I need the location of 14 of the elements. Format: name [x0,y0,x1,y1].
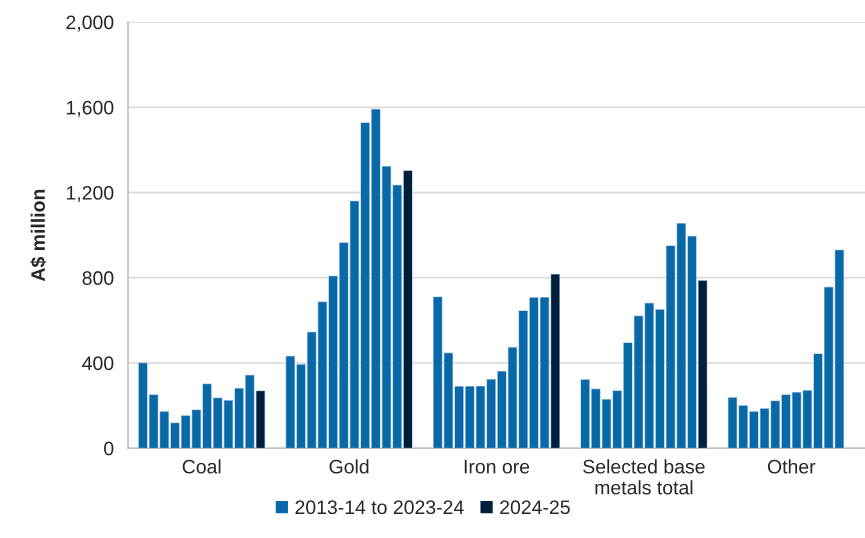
x-tick-label: Selected base metals total [583,459,705,494]
x-tick-label: Other [768,459,816,474]
x-tick-label: Gold [330,459,368,474]
y-tick-label: 800 [82,271,114,285]
y-tick-label: 0 [104,442,114,456]
y-tick-label: 2,000 [66,16,114,32]
legend-label: 2013-14 to 2023-24 [295,500,464,514]
x-tick-label: Iron ore [464,460,530,474]
x-tick-label: Coal [182,459,220,474]
y-axis-title: A$ million [30,190,46,282]
y-tick-label: 1,200 [66,186,114,202]
y-tick-label: 1,600 [66,100,114,117]
legend-label: 2024-25 [500,500,570,514]
y-tick-label: 400 [82,356,114,370]
